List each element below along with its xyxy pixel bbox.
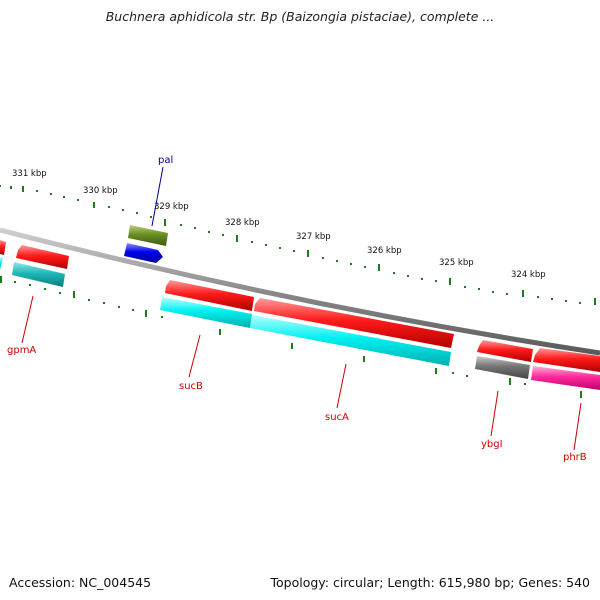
outer-tick-ring <box>0 185 596 305</box>
gene-labels: pal gpmA sucB sucA ybgI phrB <box>7 155 587 463</box>
gene-cyan-sucb[interactable] <box>160 297 252 328</box>
accession-text: Accession: NC_004545 <box>9 575 152 590</box>
scale-labels: 331 kbp 330 kbp 329 kbp 328 kbp 327 kbp … <box>12 169 546 280</box>
scale-label-326: 326 kbp <box>367 246 402 256</box>
scale-label-324: 324 kbp <box>511 270 546 280</box>
gene-red-left-edge[interactable] <box>0 240 6 255</box>
gene-magenta-phrb[interactable] <box>531 366 600 390</box>
gene-teal[interactable] <box>12 262 65 287</box>
gene-label-ybgi[interactable]: ybgI <box>481 439 503 450</box>
gene-red-ybgi[interactable] <box>477 340 533 362</box>
gene-gray-ybgi[interactable] <box>475 356 530 379</box>
scale-label-327: 327 kbp <box>296 232 331 242</box>
gene-label-gpma[interactable]: gpmA <box>7 345 36 356</box>
reverse-strand-genes <box>0 257 600 390</box>
gene-red-suca[interactable] <box>254 298 454 348</box>
gene-label-phrb[interactable]: phrB <box>563 452 587 463</box>
gene-label-pal[interactable]: pal <box>158 155 173 166</box>
forward-strand-genes <box>0 225 600 372</box>
scale-label-330: 330 kbp <box>83 186 118 196</box>
inner-tick-ring <box>0 276 582 398</box>
scale-label-328: 328 kbp <box>225 218 260 228</box>
label-leaders <box>21 166 582 451</box>
gene-red-gpma[interactable] <box>16 245 69 269</box>
gene-cyan-suca[interactable] <box>250 315 451 366</box>
gene-red-sucb[interactable] <box>165 280 254 311</box>
gene-blue-pal[interactable] <box>124 243 163 263</box>
genome-summary-text: Topology: circular; Length: 615,980 bp; … <box>270 575 591 590</box>
genome-backbone <box>0 227 600 356</box>
scale-label-329: 329 kbp <box>154 202 189 212</box>
gene-olive[interactable] <box>128 225 168 246</box>
scale-label-325: 325 kbp <box>439 258 474 268</box>
gene-red-phrb[interactable] <box>533 348 600 372</box>
scale-label-331: 331 kbp <box>12 169 47 179</box>
gene-cyan-left-edge[interactable] <box>0 257 3 270</box>
gene-label-suca[interactable]: sucA <box>325 412 349 423</box>
gene-label-sucb[interactable]: sucB <box>179 381 203 392</box>
map-title: Buchnera aphidicola str. Bp (Baizongia p… <box>105 9 495 24</box>
